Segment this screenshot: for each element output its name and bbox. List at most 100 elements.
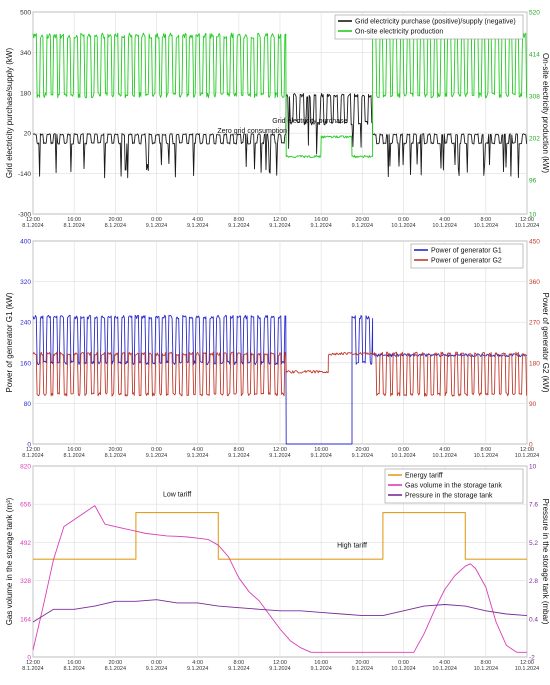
x-tick-time: 0:00 <box>151 217 162 223</box>
y2-tick-label: 180 <box>529 360 540 367</box>
legend-entry: Gas volume in the storage tank <box>405 483 502 490</box>
x-tick-date: 9.1.2024 <box>352 453 373 459</box>
x-tick-date: 9.1.2024 <box>228 223 249 229</box>
x-tick-date: 8.1.2024 <box>105 666 126 672</box>
x-tick-time: 20:00 <box>108 447 122 453</box>
x-tick-date: 8.1.2024 <box>63 223 84 229</box>
x-tick-date: 9.1.2024 <box>187 666 208 672</box>
y-tick-label: 0 <box>27 655 31 662</box>
x-tick-time: 12:00 <box>26 447 40 453</box>
x-tick-date: 10.1.2024 <box>391 223 415 229</box>
x-tick-date: 9.1.2024 <box>187 453 208 459</box>
y2-tick-label: 7.6 <box>529 502 538 509</box>
y-tick-label: 180 <box>20 90 31 97</box>
y-axis-label: Grid electricity purchase/supply (kW) <box>5 48 14 179</box>
y-tick-label: 240 <box>20 320 31 327</box>
x-tick-date: 8.1.2024 <box>105 453 126 459</box>
y-axis-label: Gas volume in the storage tank (m³) <box>5 497 14 625</box>
x-tick-time: 8:00 <box>480 217 491 223</box>
x-tick-date: 10.1.2024 <box>474 453 498 459</box>
x-tick-date: 10.1.2024 <box>515 453 539 459</box>
x-tick-date: 8.1.2024 <box>22 223 43 229</box>
x-tick-time: 16:00 <box>67 447 81 453</box>
x-tick-date: 8.1.2024 <box>63 453 84 459</box>
x-tick-date: 10.1.2024 <box>474 223 498 229</box>
x-tick-date: 8.1.2024 <box>63 666 84 672</box>
y-tick-label: 400 <box>20 239 31 246</box>
y-tick-label: 20 <box>24 131 32 138</box>
x-tick-date: 10.1.2024 <box>432 223 456 229</box>
y-tick-label: 340 <box>20 50 31 57</box>
x-tick-time: 16:00 <box>67 660 81 666</box>
x-tick-time: 12:00 <box>273 660 287 666</box>
x-tick-time: 16:00 <box>314 217 328 223</box>
x-tick-date: 9.1.2024 <box>310 453 331 459</box>
y-tick-label: 500 <box>20 10 31 17</box>
x-tick-time: 20:00 <box>108 660 122 666</box>
y-axis-label: Power of generator G1 (kW) <box>5 292 14 392</box>
legend-entry: Power of generator G1 <box>431 248 502 255</box>
y2-tick-label: 0 <box>529 442 533 449</box>
legend-box <box>334 14 524 40</box>
series-line-energy-tariff <box>33 512 527 560</box>
x-tick-time: 20:00 <box>355 217 369 223</box>
y2-tick-label: 520 <box>529 10 540 17</box>
y-tick-label: 80 <box>24 401 32 408</box>
x-tick-time: 8:00 <box>233 217 244 223</box>
y2-tick-label: 2.8 <box>529 578 538 585</box>
y-tick-label: 320 <box>20 279 31 286</box>
x-tick-time: 12:00 <box>520 660 534 666</box>
x-tick-date: 10.1.2024 <box>391 666 415 672</box>
x-tick-date: 8.1.2024 <box>22 666 43 672</box>
x-tick-date: 9.1.2024 <box>187 223 208 229</box>
x-tick-date: 10.1.2024 <box>432 453 456 459</box>
y2-tick-label: 96 <box>529 177 537 184</box>
x-tick-date: 8.1.2024 <box>22 453 43 459</box>
y2-tick-label: 202 <box>529 135 540 142</box>
legend-entry: On-site electricity production <box>355 29 443 36</box>
x-tick-time: 12:00 <box>26 217 40 223</box>
y-tick-label: 164 <box>20 616 31 623</box>
annotation-label: Low tariff <box>163 491 191 498</box>
x-tick-time: 8:00 <box>233 447 244 453</box>
x-tick-time: 8:00 <box>233 660 244 666</box>
x-tick-time: 0:00 <box>398 660 409 666</box>
y-tick-label: 160 <box>20 360 31 367</box>
x-tick-time: 16:00 <box>314 447 328 453</box>
x-tick-time: 4:00 <box>439 660 450 666</box>
series-line-pressure-in-the-storage-tank <box>32 599 528 623</box>
x-tick-time: 4:00 <box>192 447 203 453</box>
y2-tick-label: 10 <box>529 464 537 471</box>
x-tick-time: 16:00 <box>67 217 81 223</box>
y2-tick-label: 5.2 <box>529 540 538 547</box>
x-tick-date: 10.1.2024 <box>515 666 539 672</box>
y-tick-label: 0 <box>27 442 31 449</box>
legend-entry: Energy tariff <box>405 473 443 480</box>
y-tick-label: -300 <box>18 212 31 219</box>
annotation-label: Grid electricity purchase <box>272 118 347 125</box>
y2-tick-label: 0.4 <box>529 616 538 623</box>
x-tick-date: 9.1.2024 <box>352 223 373 229</box>
x-tick-time: 0:00 <box>398 217 409 223</box>
x-tick-date: 9.1.2024 <box>146 223 167 229</box>
x-tick-date: 10.1.2024 <box>391 453 415 459</box>
y2-tick-label: 360 <box>529 279 540 286</box>
x-tick-time: 4:00 <box>439 447 450 453</box>
x-tick-time: 8:00 <box>480 660 491 666</box>
x-tick-time: 12:00 <box>520 217 534 223</box>
x-tick-date: 9.1.2024 <box>146 453 167 459</box>
x-tick-time: 4:00 <box>192 217 203 223</box>
y-tick-label: -140 <box>18 171 31 178</box>
legend-entry: Power of generator G2 <box>431 258 502 265</box>
y-tick-label: 656 <box>20 502 31 509</box>
panel-gas-storage: 0164328492656820-20.42.85.27.61012:008.1… <box>5 464 550 673</box>
legend-entry: Grid electricity purchase (positive)/sup… <box>355 19 516 26</box>
x-tick-date: 10.1.2024 <box>515 223 539 229</box>
panel-generator-power: 08016024032040009018027036045012:008.1.2… <box>5 239 550 460</box>
x-tick-date: 10.1.2024 <box>432 666 456 672</box>
x-tick-date: 9.1.2024 <box>310 666 331 672</box>
y2-axis-label: On-site electricity production (kW) <box>541 53 550 173</box>
y2-tick-label: 414 <box>529 51 540 58</box>
x-tick-time: 12:00 <box>273 447 287 453</box>
annotation-label: Zero grid consumption <box>217 128 287 135</box>
